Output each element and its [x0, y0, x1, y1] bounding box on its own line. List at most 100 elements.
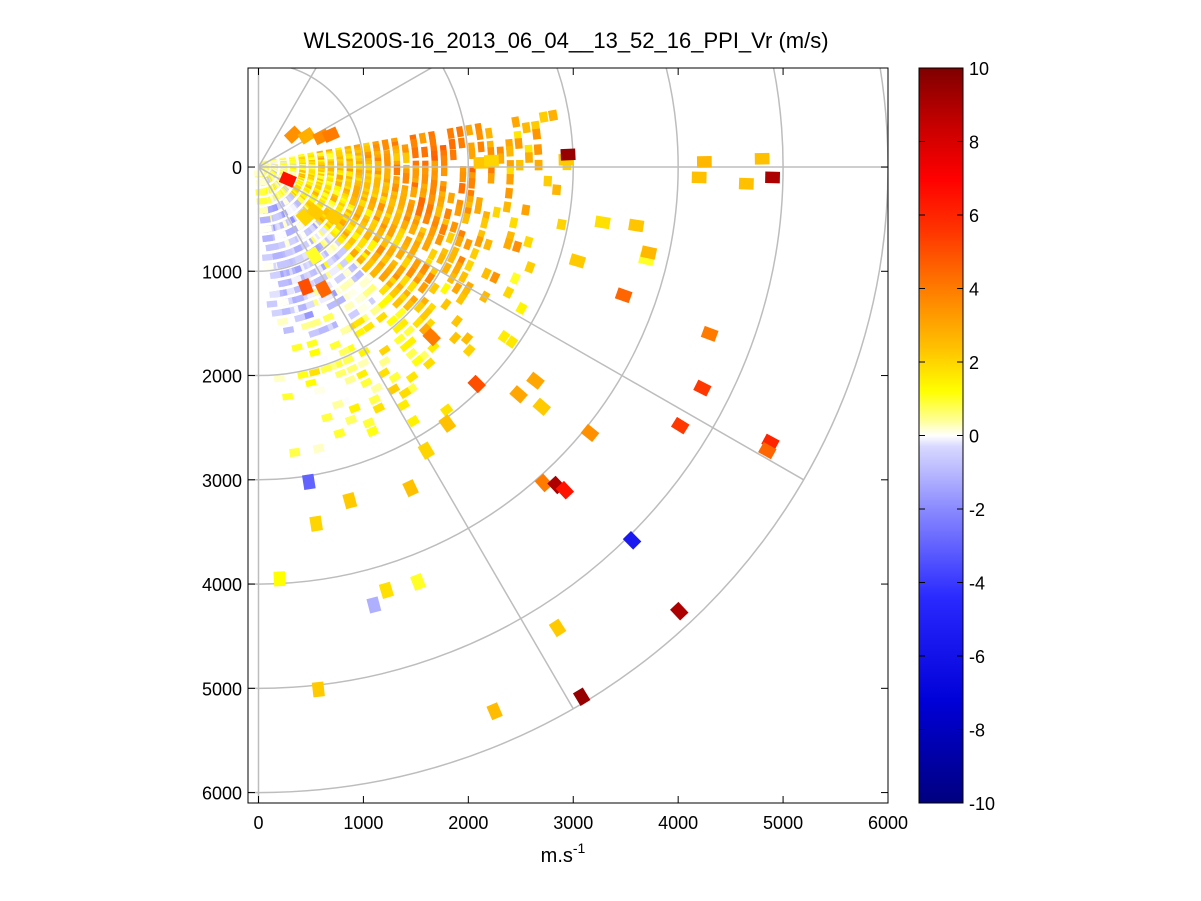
velocity-cell	[427, 340, 440, 354]
velocity-cell	[454, 204, 463, 217]
velocity-cell	[381, 139, 390, 151]
data-point	[422, 327, 441, 347]
velocity-cell	[273, 375, 285, 383]
velocity-cell	[461, 212, 471, 225]
x-axis-label: m.s-1	[541, 840, 586, 867]
data-point	[526, 371, 545, 390]
velocity-cell	[448, 138, 456, 150]
azimuth-spoke	[258, 68, 433, 168]
velocity-cell	[392, 322, 405, 334]
y-ticks: 0 1000 2000 3000 4000 5000 6000	[202, 158, 888, 804]
velocity-cell	[317, 325, 330, 335]
velocity-cell	[449, 221, 459, 234]
velocity-cell	[497, 153, 505, 164]
data-point	[309, 515, 323, 532]
velocity-cell	[410, 138, 419, 150]
velocity-cell	[333, 272, 346, 284]
azimuth-spoke	[258, 166, 805, 481]
velocity-cell	[322, 312, 335, 323]
velocity-cell	[312, 443, 325, 454]
velocity-cell	[399, 340, 412, 353]
data-point	[509, 385, 528, 404]
velocity-cell	[403, 325, 416, 337]
velocity-cell	[372, 402, 386, 414]
velocity-cell	[308, 328, 321, 338]
velocity-cell	[269, 290, 281, 299]
velocity-cell	[334, 368, 347, 379]
velocity-cell	[377, 367, 391, 379]
velocity-cell	[308, 367, 321, 377]
velocity-cell	[521, 204, 531, 216]
velocity-cell	[414, 205, 424, 218]
velocity-cell	[439, 403, 454, 417]
velocity-cell	[523, 235, 534, 248]
velocity-cell	[515, 301, 528, 315]
velocity-cell	[335, 246, 348, 259]
velocity-cell	[378, 283, 391, 296]
velocity-cell	[302, 310, 315, 320]
velocity-cell	[484, 127, 493, 139]
data-point	[696, 156, 712, 168]
velocity-cell	[305, 378, 317, 388]
x-axis-label-base: m.s	[541, 845, 573, 867]
velocity-cell	[418, 132, 427, 144]
velocity-cell	[427, 194, 436, 206]
data-point	[670, 601, 689, 621]
colorbar: -10 -8 -6 -4 -2 0 2 4 6 8 10	[918, 59, 995, 814]
data-point	[483, 154, 499, 167]
y-tick-label: 2000	[202, 367, 242, 387]
velocity-cell	[375, 311, 388, 324]
colorbar-tick-label: -4	[969, 574, 985, 594]
chart-title: WLS200S-16_2013_06_04__13_52_16_PPI_Vr (…	[303, 28, 828, 53]
velocity-cell	[384, 157, 391, 168]
velocity-cell	[402, 172, 410, 184]
velocity-cell	[421, 165, 429, 176]
colorbar-tick-label: -2	[969, 500, 985, 520]
velocity-cell	[463, 238, 473, 251]
velocity-cell	[552, 184, 562, 196]
azimuth-spoke	[257, 68, 317, 168]
velocity-cell	[417, 281, 429, 294]
data-point	[622, 531, 642, 550]
velocity-cell	[394, 307, 407, 320]
velocity-cell	[421, 174, 429, 186]
velocity-cell	[306, 339, 319, 349]
velocity-cell	[354, 292, 367, 305]
colorbar-tick-label: 8	[969, 133, 979, 153]
data-point	[691, 171, 707, 184]
velocity-cell	[413, 301, 426, 314]
velocity-cell	[447, 192, 456, 204]
velocity-cell	[449, 149, 457, 161]
y-tick-label: 3000	[202, 471, 242, 491]
velocity-cell	[521, 122, 531, 134]
velocity-cell	[474, 235, 484, 248]
velocity-cell	[489, 271, 501, 284]
data-point	[560, 148, 576, 161]
data-point	[548, 618, 567, 638]
data-point	[314, 279, 333, 299]
velocity-cell	[291, 343, 303, 352]
data-point	[278, 171, 297, 188]
velocity-cell	[276, 259, 288, 269]
velocity-cell	[356, 237, 368, 250]
data-point	[628, 218, 645, 233]
velocity-cell	[402, 152, 410, 164]
velocity-cell	[440, 165, 448, 177]
y-tick-label: 6000	[202, 784, 242, 804]
velocity-cell	[405, 347, 418, 360]
velocity-cell	[439, 282, 451, 295]
velocity-cell	[446, 127, 455, 140]
velocity-cell	[409, 186, 418, 198]
velocity-cell	[271, 251, 284, 260]
data-point	[302, 473, 316, 491]
velocity-cell	[348, 403, 361, 414]
velocity-cell	[261, 253, 273, 261]
velocity-cell	[427, 248, 438, 261]
velocity-cell	[434, 205, 443, 218]
velocity-cell	[378, 344, 391, 356]
velocity-cell	[408, 223, 419, 236]
velocity-cell	[502, 201, 512, 213]
velocity-cell	[393, 333, 406, 345]
velocity-cell	[430, 179, 438, 191]
velocity-cell	[428, 135, 437, 148]
